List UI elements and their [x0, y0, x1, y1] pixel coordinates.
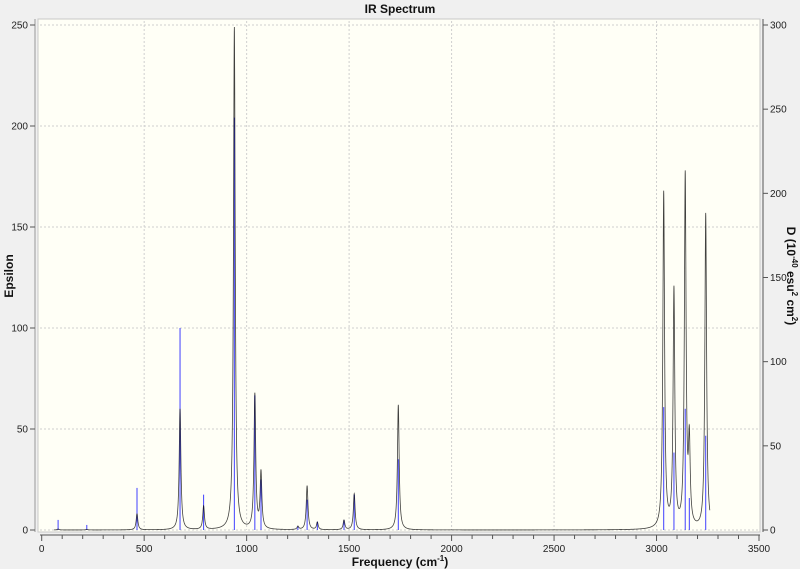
- y-right-tick-label: 150: [770, 273, 787, 284]
- y-tick-label: 200: [11, 122, 28, 133]
- x-tick-label: 1000: [236, 544, 259, 555]
- y-axis-right-label: D (10-40 esu2 cm2): [784, 227, 799, 326]
- y-tick-label: 0: [22, 526, 28, 537]
- y-right-tick-label: 50: [770, 441, 782, 452]
- y-right-tick-label: 0: [770, 526, 776, 537]
- axes: 0 500 1000 1500 2000 2500 3000 3500050100150200…: [11, 19, 787, 555]
- y-right-tick-label: 200: [770, 189, 787, 200]
- y-right-tick-label: 100: [770, 357, 787, 368]
- stick-series: [57, 117, 707, 530]
- x-tick-label: 500: [136, 544, 153, 555]
- x-tick-label: 1500: [338, 544, 361, 555]
- y-right-tick-label: 250: [770, 105, 787, 116]
- x-tick-label: 2500: [543, 544, 566, 555]
- y-axis-label: Epsilon: [2, 254, 16, 297]
- y-tick-label: 100: [11, 324, 28, 335]
- chart-title: IR Spectrum: [365, 2, 436, 16]
- y-tick-label: 150: [11, 223, 28, 234]
- x-tick-label: 0: [39, 544, 45, 555]
- x-axis-label: Frequency (cm-1): [352, 554, 448, 569]
- x-tick-label: 3000: [645, 544, 668, 555]
- x-tick-label: 3500: [748, 544, 771, 555]
- spectrum-curve: [54, 27, 711, 531]
- y-tick-label: 50: [17, 425, 29, 436]
- grid: [40, 21, 758, 531]
- x-tick-label: 2000: [440, 544, 463, 555]
- y-right-tick-label: 300: [770, 21, 787, 32]
- y-tick-label: 250: [11, 21, 28, 32]
